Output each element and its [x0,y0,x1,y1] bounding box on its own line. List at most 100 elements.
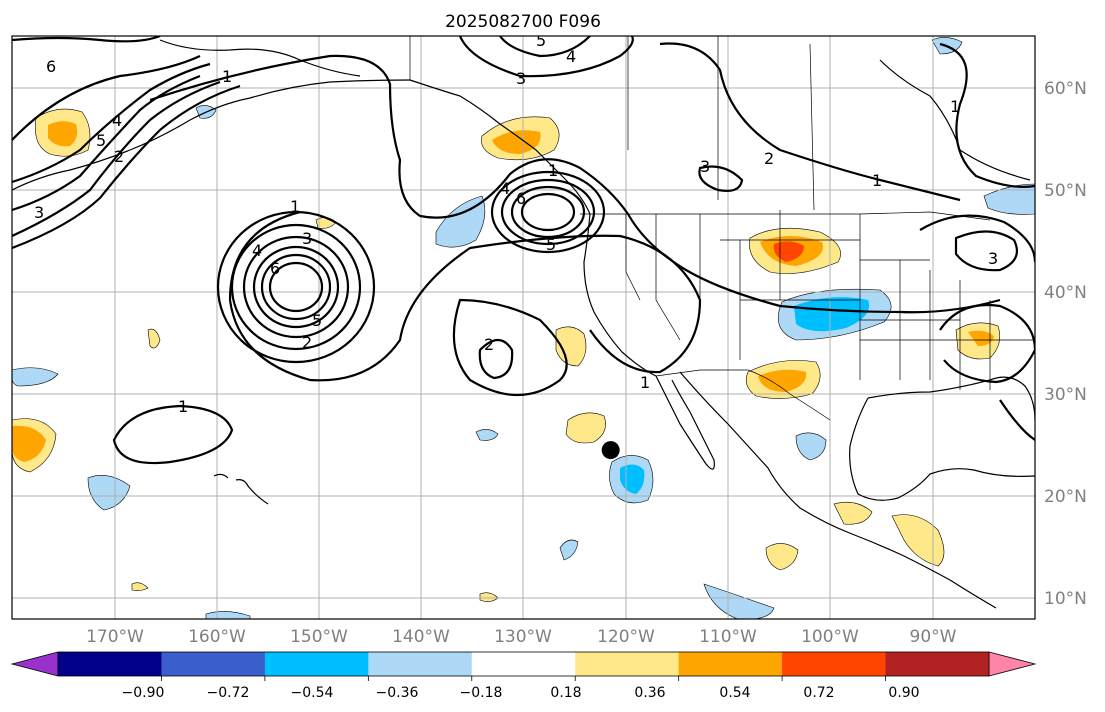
colorbar-segment [368,652,473,676]
contour-two-baja [452,298,568,396]
longitude-label: 130°W [494,627,552,647]
colorbar-tick-label: −0.72 [207,685,250,701]
contour-label: 5 [312,311,322,330]
colorbar-segment [575,652,680,676]
anomaly-positive-east-pacific [765,543,799,571]
contour-upper-inner [499,36,591,58]
border-us-canada [580,211,991,221]
contour-far-east [939,42,1035,188]
longitude-axis: 170°W 160°W 150°W 140°W 130°W 120°W 110°… [86,627,957,647]
contour-low-bc-1 [490,170,606,254]
contour-great-lakes-2 [954,230,1018,272]
colorbar-tick-label: 0.72 [803,685,834,701]
longitude-label: 140°W [392,627,450,647]
contour-label: 6 [270,259,280,278]
contour-label: 2 [484,335,494,354]
colorbar-ticks [161,676,886,681]
colorbar: −0.90 −0.72 −0.54 −0.36 −0.18 0.18 0.36 … [10,651,1037,701]
contour-label: 3 [302,229,312,248]
colorbar-segments [58,652,990,676]
colorbar-segment [471,652,576,676]
latitude-label: 30°N [1044,385,1087,405]
contour-nw-bands-3 [12,74,201,212]
map-title: 2025082700 F096 [445,12,601,32]
borders [409,36,1035,421]
contour-nw-bands-5 [12,84,241,250]
coastline-mexico-pacific [679,371,997,609]
colorbar-tick-label: −0.18 [460,685,503,701]
colorbar-tick-label: 0.36 [634,685,665,701]
contour-low-bc-2 [500,178,596,246]
anomaly-positive-small-4 [131,582,149,591]
anomaly-negative-west-edge [12,367,59,387]
colorbar-frame [57,651,990,677]
longitude-label: 170°W [86,627,144,647]
anomaly-negative-plains-core [794,297,870,332]
latitude-axis: 60°N 50°N 40°N 30°N 20°N 10°N [1044,79,1087,609]
contour-label: 6 [46,57,56,76]
contour-label: 3 [988,249,998,268]
location-marker [601,441,620,460]
anomaly-positive-nw-pacific-core [48,121,78,147]
anomaly-positive-offshore [565,412,606,444]
contour-label: 3 [516,69,526,88]
latitude-label: 50°N [1044,181,1087,201]
contours [12,36,1035,465]
contour-label: 5 [96,131,106,150]
longitude-label: 90°W [910,627,957,647]
contour-label: 2 [764,149,774,168]
contour-label: 6 [516,189,526,208]
border-canada-provinces [627,36,815,211]
contour-nw-bands-1 [12,55,201,141]
contour-low-bc-3 [510,185,586,239]
coastline-gulf-of-mexico [849,397,1035,501]
colorbar-tick-label: −0.90 [122,685,165,701]
map-content: 6 1 5 4 3 2 1 5 4 3 3 2 1 4 6 5 1 3 4 6 … [12,36,1035,619]
contour-label: 4 [112,111,122,130]
border-us-states-central [859,214,1035,390]
contour-label: 4 [566,47,576,66]
contour-label: 1 [640,373,650,392]
coastline-hudson-bay [879,59,1031,181]
longitude-label: 100°W [801,627,859,647]
colorbar-segment [678,652,783,676]
contour-low-pacific-6 [268,261,324,313]
contour-low-bc-4 [520,192,576,232]
contour-label: 5 [546,235,556,254]
colorbar-tick-label: −0.36 [376,685,419,701]
coastline-alaska-peninsula [12,79,411,191]
colorbar-segment [264,652,369,676]
anomaly-negative-small-2 [559,539,579,561]
contour-label: 4 [252,241,262,260]
contour-label: 1 [290,197,300,216]
contour-upper-right [659,42,961,202]
border-us-states-west [625,210,860,360]
colorbar-tick-labels: −0.90 −0.72 −0.54 −0.36 −0.18 0.18 0.36 … [122,685,920,701]
contour-one-central [112,404,234,465]
colorbar-segment [782,652,887,676]
contour-label: 1 [178,397,188,416]
longitude-label: 120°W [597,627,655,647]
anomaly-positive-rockies-peak [773,241,804,262]
contour-label: 4 [500,179,510,198]
contour-label: 1 [872,171,882,190]
coastline-alaska-north [159,39,361,77]
colorbar-extend-low [10,651,59,677]
latitude-label: 40°N [1044,283,1087,303]
colorbar-segment [885,652,990,676]
coastline-baja [655,375,715,470]
anomaly-negative-small-1 [475,429,499,441]
longitude-label: 150°W [290,627,348,647]
coastline-hawaii [213,473,269,505]
longitude-label: 160°W [188,627,246,647]
colorbar-tick-label: −0.54 [291,685,334,701]
latitude-label: 60°N [1044,79,1087,99]
contour-label: 1 [222,67,232,86]
contour-low-pacific-4 [252,245,340,329]
contour-nw-bands-2 [12,62,211,184]
anomaly-negative-east-pacific [703,583,775,619]
contour-low-pacific-2 [230,223,362,351]
contour-one-line-north [149,54,1001,314]
longitude-label: 110°W [699,627,757,647]
